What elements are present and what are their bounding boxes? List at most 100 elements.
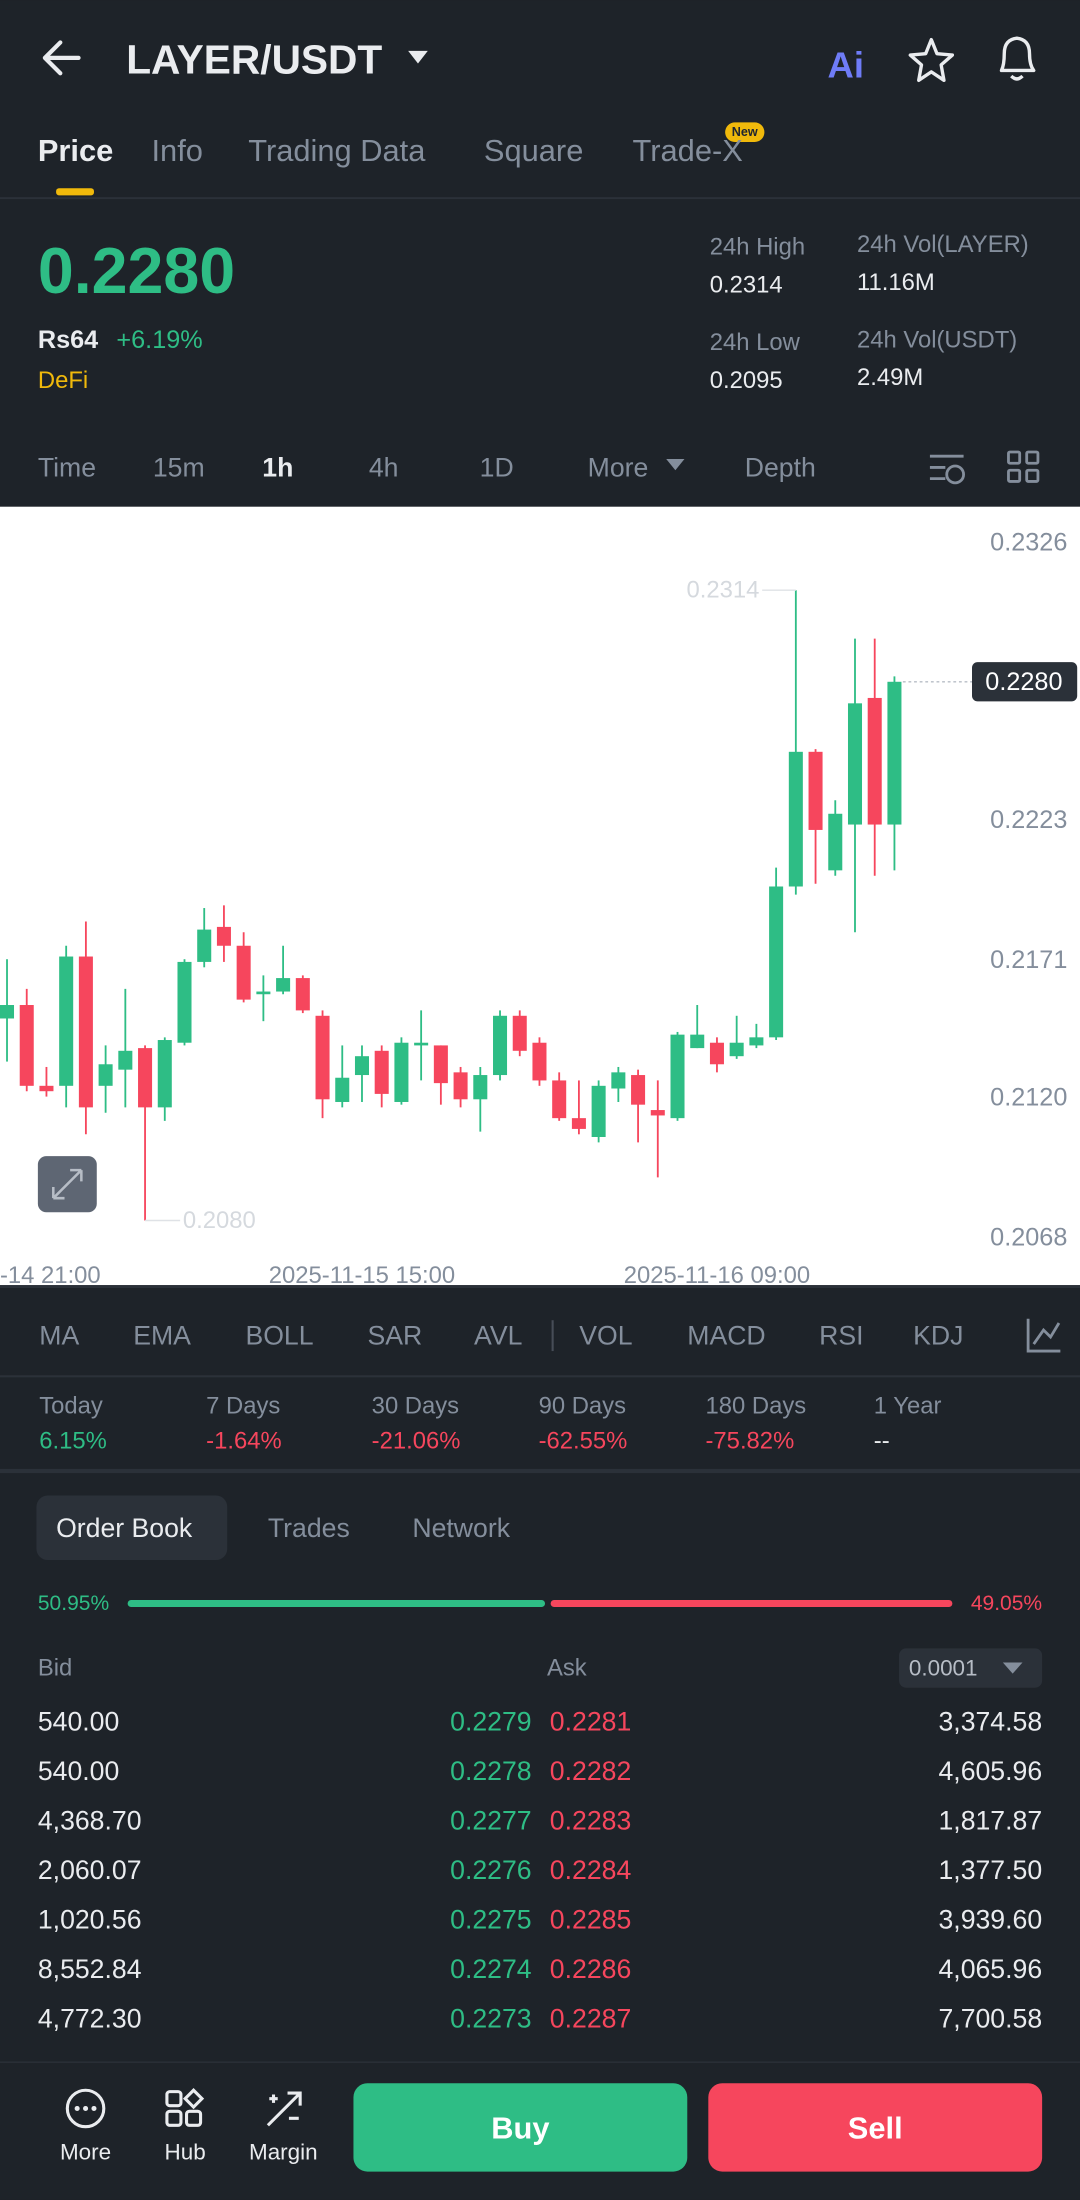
ask-price[interactable]: 0.2283 [550, 1805, 631, 1835]
indicator[interactable]: RSI [819, 1321, 863, 1351]
indicator[interactable]: KDJ [913, 1321, 963, 1351]
step-select[interactable] [899, 1648, 1043, 1688]
candle-body [157, 1040, 172, 1108]
interval[interactable]: 1D [480, 452, 514, 482]
tab[interactable]: Info [151, 133, 202, 168]
stat-label: 24h Vol(USDT) [857, 326, 1017, 353]
period-label: 30 Days [372, 1392, 459, 1419]
bid-price[interactable]: 0.2278 [450, 1756, 531, 1786]
interval[interactable]: 1h [262, 452, 293, 482]
candle-body [39, 1085, 54, 1092]
candle-body [808, 751, 823, 830]
sector-tag[interactable]: DeFi [38, 367, 88, 394]
back-button[interactable] [42, 40, 81, 76]
price-change: +6.19% [116, 326, 202, 354]
network-tab[interactable]: Network [412, 1513, 510, 1543]
ask-price[interactable]: 0.2281 [550, 1706, 631, 1736]
candle-body [571, 1118, 586, 1129]
sell-button[interactable] [708, 2083, 1043, 2172]
buy-label[interactable]: Buy [491, 2111, 549, 2146]
period-change: -1.64% [206, 1427, 282, 1454]
candle-body [295, 978, 310, 1011]
indicator[interactable]: VOL [579, 1321, 632, 1351]
y-tick-label: 0.2171 [990, 946, 1067, 974]
indicator[interactable]: MACD [687, 1321, 765, 1351]
candle-body [354, 1056, 369, 1076]
active-tab-bg [36, 1495, 228, 1561]
bid-price[interactable]: 0.2276 [450, 1855, 531, 1885]
sell-label[interactable]: Sell [848, 2111, 903, 2146]
last-price: 0.2280 [38, 235, 235, 307]
candle-body [473, 1075, 488, 1100]
bid-price[interactable]: 0.2274 [450, 1954, 532, 1984]
high-label: 0.2314 [686, 577, 759, 604]
bid-quantity: 540.00 [38, 1706, 119, 1736]
tool-label[interactable]: More [60, 2139, 111, 2164]
bid-quantity: 8,552.84 [38, 1954, 142, 1984]
chart-tools[interactable] [1026, 1318, 1061, 1353]
bid-price[interactable]: 0.2279 [450, 1706, 531, 1736]
tab[interactable]: Trade-X [633, 133, 743, 168]
stat-value: 0.2314 [710, 272, 783, 299]
trades-tab[interactable]: Trades [268, 1513, 350, 1543]
interval[interactable]: 15m [153, 452, 205, 482]
candle-body [19, 1005, 34, 1086]
period-label: 7 Days [206, 1392, 280, 1419]
ask-quantity: 1,377.50 [938, 1855, 1042, 1885]
y-tick-label: 0.2120 [990, 1083, 1067, 1111]
y-tick-label: 0.2223 [990, 806, 1067, 834]
bid-price[interactable]: 0.2275 [450, 1904, 531, 1934]
indicator[interactable]: EMA [133, 1321, 191, 1351]
candle-body [867, 697, 882, 825]
alert-button[interactable] [999, 36, 1036, 81]
ask-price[interactable]: 0.2284 [550, 1855, 632, 1885]
bid-price[interactable]: 0.2277 [450, 1805, 531, 1835]
candle-body [749, 1037, 764, 1046]
ai-button[interactable]: Ai [828, 44, 864, 85]
tab[interactable]: Trading Data [248, 133, 426, 168]
tab[interactable]: Square [484, 133, 583, 168]
tab[interactable]: Price [38, 133, 113, 168]
candle-body [414, 1042, 429, 1046]
stat-value: 2.49M [857, 364, 923, 391]
fullscreen-icon [52, 1168, 83, 1200]
candle-body [433, 1045, 448, 1084]
candle-body [769, 886, 784, 1038]
buy-button[interactable] [353, 2083, 688, 2172]
chart-area [0, 506, 1080, 1286]
candle-body [78, 956, 93, 1108]
ask-quantity: 4,065.96 [938, 1954, 1042, 1984]
pair-dropdown[interactable] [408, 50, 428, 64]
candle-body [216, 926, 231, 946]
indicator-settings[interactable] [929, 454, 964, 481]
ask-price[interactable]: 0.2282 [550, 1756, 631, 1786]
pair-title: LAYER/USDT [126, 36, 382, 82]
favorite-button[interactable] [908, 37, 955, 82]
ask-price[interactable]: 0.2286 [550, 1954, 631, 1984]
ask-price[interactable]: 0.2287 [550, 2003, 631, 2033]
candle-body [887, 681, 902, 825]
ask-price[interactable]: 0.2285 [550, 1904, 631, 1934]
bid-share: 50.95% [38, 1592, 109, 1615]
candle-body [453, 1072, 468, 1100]
interval[interactable]: 4h [369, 452, 399, 482]
step-value[interactable]: 0.0001 [909, 1656, 978, 1681]
tool-icons[interactable] [65, 2088, 302, 2129]
interval[interactable]: Time [38, 452, 96, 482]
indicator[interactable]: AVL [474, 1321, 522, 1351]
tool-label[interactable]: Hub [165, 2139, 206, 2164]
indicator[interactable]: BOLL [245, 1321, 313, 1351]
interval[interactable]: Depth [745, 452, 816, 482]
interval[interactable]: More [588, 452, 649, 482]
local-price: Rs64 [38, 326, 98, 354]
candle-body [374, 1050, 389, 1094]
order-book-tab[interactable]: Order Book [56, 1513, 193, 1543]
layout-button[interactable] [1007, 450, 1040, 483]
bid-price[interactable]: 0.2273 [450, 2003, 531, 2033]
indicator[interactable]: MA [39, 1321, 79, 1351]
bid-quantity: 540.00 [38, 1756, 119, 1786]
candle-body [828, 813, 843, 871]
tool-label[interactable]: Margin [249, 2139, 318, 2164]
indicator[interactable]: SAR [367, 1321, 422, 1351]
candle-body [118, 1050, 133, 1070]
